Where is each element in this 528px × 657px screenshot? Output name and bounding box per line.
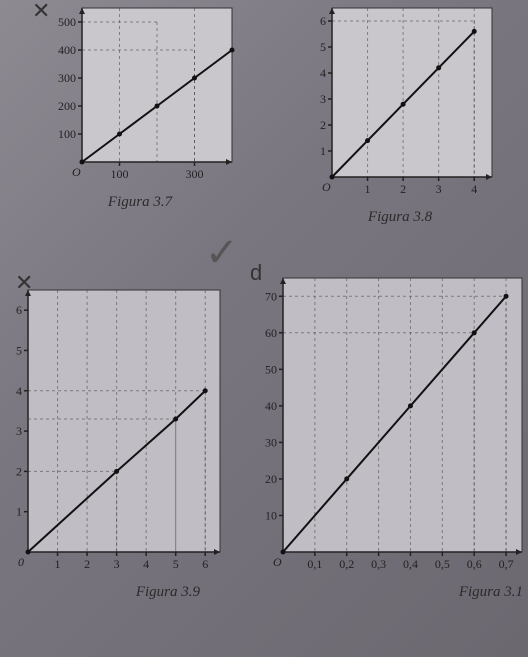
svg-text:2: 2 [320,118,326,132]
caption-fig310: Figura 3.1 [245,584,528,601]
svg-text:4: 4 [16,384,22,398]
chart-fig39: ✕ 1234561234560 Figura 3.9 [0,280,230,601]
svg-text:10: 10 [265,508,277,522]
svg-text:O: O [322,180,331,194]
svg-text:6: 6 [320,14,326,28]
annot-check-fig310: ✓ [205,230,239,276]
annot-d-fig310: d [250,260,262,286]
caption-fig39: Figura 3.9 [0,584,230,601]
svg-text:0,2: 0,2 [339,557,354,571]
svg-text:4: 4 [143,557,149,571]
svg-text:3: 3 [436,182,442,196]
chart-svg-fig310: 10 20 30 40 50 60 70 0,1 0,2 0,3 0,4 0,5 0,6 0,7 O [245,260,528,580]
svg-text:2: 2 [84,557,90,571]
svg-text:20: 20 [265,472,277,486]
chart-fig38: 1 2 3 4 5 6 1 2 3 4 O Figura 3.8 [300,0,500,226]
annot-x-fig39: ✕ [15,270,33,296]
svg-text:6: 6 [16,303,22,317]
svg-text:100: 100 [111,167,129,181]
svg-text:0,5: 0,5 [435,557,450,571]
svg-text:O: O [273,555,282,569]
svg-text:3: 3 [16,424,22,438]
caption-fig38: Figura 3.8 [300,209,500,226]
svg-text:1: 1 [55,557,61,571]
svg-text:400: 400 [58,43,76,57]
svg-text:2: 2 [400,182,406,196]
svg-text:50: 50 [265,362,277,376]
svg-text:0,3: 0,3 [371,557,386,571]
svg-text:500: 500 [58,15,76,29]
svg-text:6: 6 [202,557,208,571]
svg-text:5: 5 [173,557,179,571]
svg-text:0,4: 0,4 [403,557,418,571]
svg-text:60: 60 [265,326,277,340]
caption-fig37: Figura 3.7 [40,194,240,211]
svg-text:1: 1 [365,182,371,196]
svg-text:4: 4 [320,66,326,80]
svg-text:300: 300 [186,167,204,181]
svg-text:O: O [72,165,81,179]
svg-text:0,6: 0,6 [467,557,482,571]
svg-text:1: 1 [320,144,326,158]
svg-text:3: 3 [114,557,120,571]
chart-fig37: ✕ 100200300400500100300O Figura 3.7 [40,0,240,211]
svg-text:70: 70 [265,289,277,303]
svg-text:1: 1 [16,505,22,519]
chart-svg-fig39: 1 2 3 4 5 6 1 2 3 4 5 6 0 [0,280,230,580]
svg-text:2: 2 [16,464,22,478]
chart-fig310: d ✓ 102030405060700,10,20,30,40,50,60,7O… [245,260,528,601]
svg-text:100: 100 [58,127,76,141]
svg-text:300: 300 [58,71,76,85]
annot-x-fig37: ✕ [32,0,50,24]
svg-text:40: 40 [265,399,277,413]
svg-text:200: 200 [58,99,76,113]
chart-svg-fig38: 1 2 3 4 5 6 1 2 3 4 O [300,0,500,205]
svg-text:4: 4 [471,182,477,196]
svg-text:0: 0 [18,555,24,569]
svg-text:5: 5 [16,343,22,357]
svg-text:3: 3 [320,92,326,106]
svg-text:5: 5 [320,40,326,54]
svg-text:0,7: 0,7 [499,557,514,571]
svg-text:30: 30 [265,435,277,449]
chart-svg-fig37: 100 200 300 400 500 100 300 O [40,0,240,190]
svg-text:0,1: 0,1 [307,557,322,571]
